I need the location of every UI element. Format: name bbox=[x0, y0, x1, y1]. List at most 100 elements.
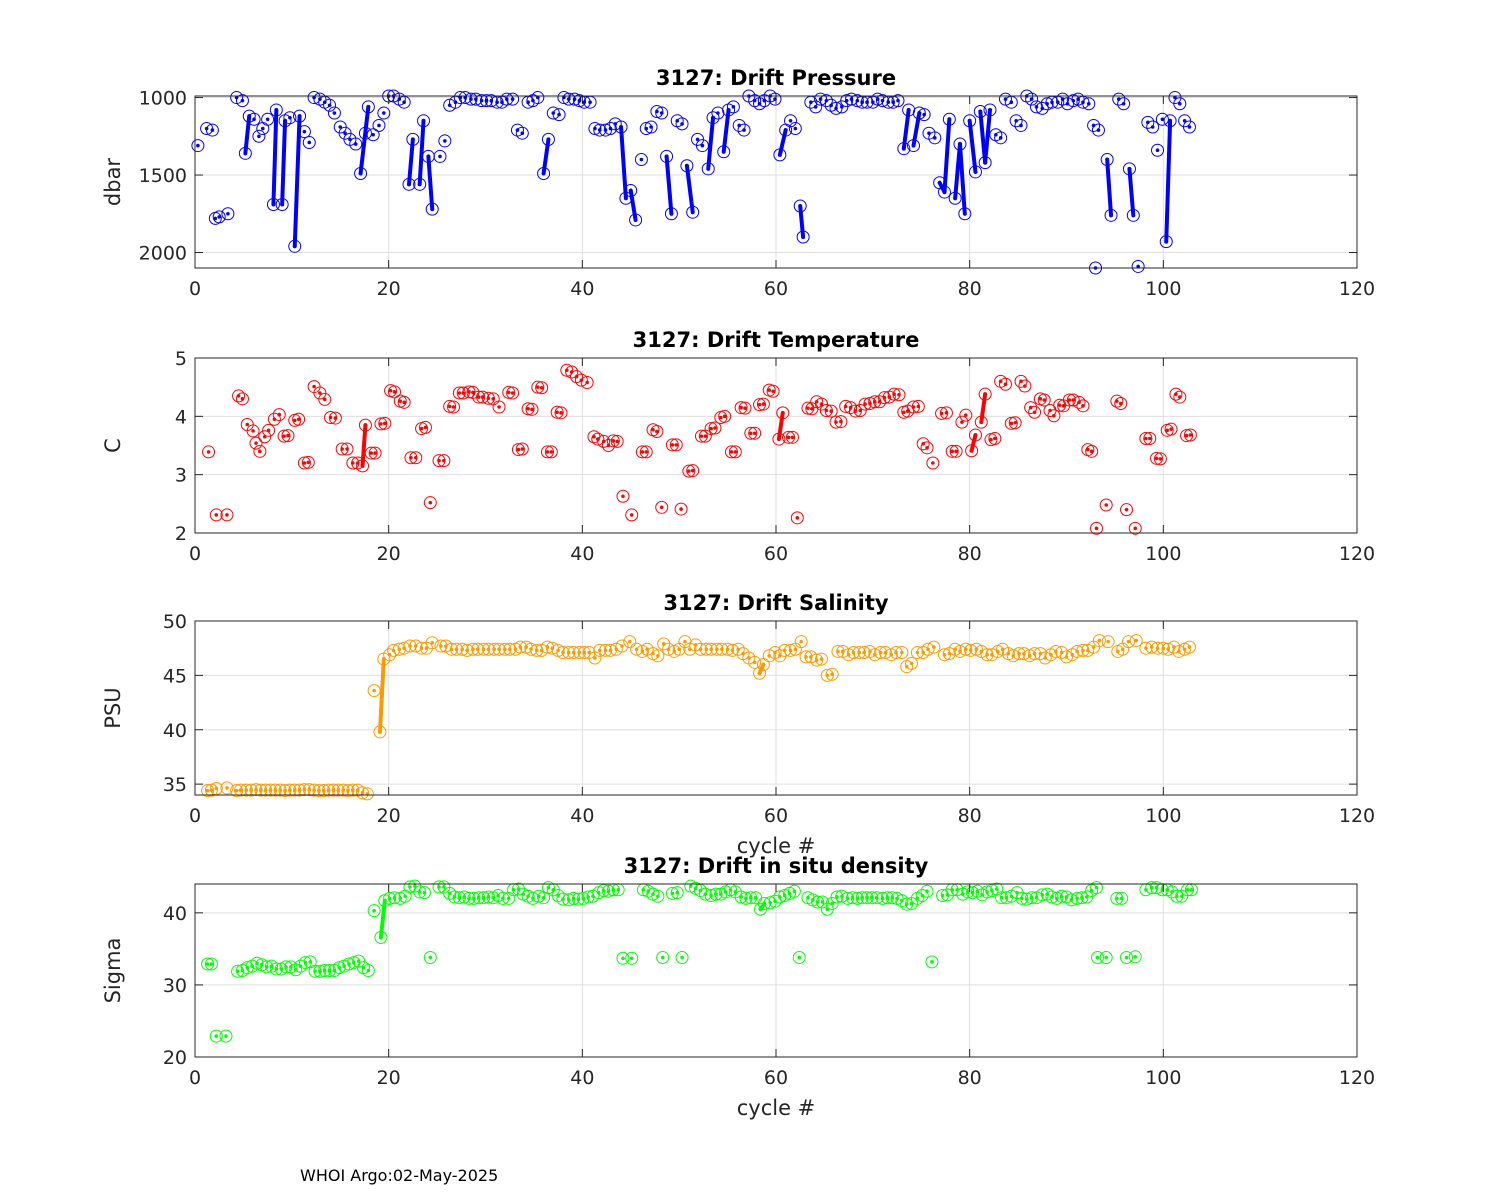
data-point-marker bbox=[267, 412, 281, 426]
data-point-center bbox=[210, 128, 215, 132]
data-point-marker bbox=[825, 896, 839, 910]
data-point-center bbox=[1165, 428, 1170, 433]
data-point-marker bbox=[1122, 162, 1136, 176]
data-point-marker bbox=[397, 395, 411, 409]
y-tick-label: 20 bbox=[163, 1047, 187, 1069]
data-point-marker bbox=[1085, 444, 1099, 458]
data-point-marker bbox=[288, 239, 302, 253]
data-point bbox=[737, 123, 751, 137]
data-point-center bbox=[1094, 885, 1099, 890]
data-point-center bbox=[282, 434, 286, 438]
data-point-marker bbox=[540, 445, 554, 459]
data-point-center bbox=[932, 645, 936, 649]
data-point-center bbox=[333, 416, 338, 420]
data-point bbox=[793, 199, 807, 213]
data-point-center bbox=[1126, 639, 1131, 644]
data-point-marker bbox=[1035, 101, 1049, 115]
data-point-center bbox=[989, 437, 993, 442]
data-point-marker bbox=[664, 207, 678, 221]
data-point-center bbox=[467, 390, 471, 394]
data-point-center bbox=[413, 455, 418, 460]
data-point-marker bbox=[978, 156, 992, 170]
data-point-center bbox=[739, 405, 743, 410]
data-point-center bbox=[424, 646, 429, 650]
data-point-marker bbox=[318, 392, 332, 406]
data-point-center bbox=[644, 450, 649, 454]
data-point-center bbox=[1124, 955, 1129, 960]
data-point bbox=[1139, 432, 1153, 445]
data-point-marker bbox=[232, 389, 246, 403]
data-point-marker bbox=[796, 230, 810, 244]
data-point-center bbox=[392, 390, 397, 394]
data-point-center bbox=[322, 397, 327, 402]
data-point-center bbox=[1003, 382, 1008, 387]
data-point bbox=[397, 395, 411, 409]
data-point bbox=[531, 91, 545, 105]
data-point-marker bbox=[342, 957, 356, 971]
data-point-marker bbox=[624, 184, 638, 198]
data-point-marker bbox=[557, 91, 571, 105]
data-point bbox=[202, 445, 216, 459]
data-point bbox=[447, 400, 461, 414]
data-point bbox=[1076, 399, 1090, 413]
data-point bbox=[615, 639, 629, 653]
data-point-marker bbox=[794, 635, 808, 649]
data-point bbox=[1104, 208, 1118, 222]
data-point-center bbox=[611, 439, 616, 443]
data-point bbox=[1131, 259, 1145, 273]
data-point-center bbox=[699, 434, 704, 438]
data-point-marker bbox=[1004, 416, 1018, 430]
data-point-center bbox=[257, 134, 261, 139]
data-point-marker bbox=[756, 397, 770, 411]
data-point-center bbox=[549, 450, 554, 454]
data-point bbox=[674, 502, 688, 516]
data-segment bbox=[417, 118, 426, 187]
data-point bbox=[824, 404, 838, 418]
data-point bbox=[1129, 634, 1143, 648]
data-point bbox=[541, 132, 555, 146]
data-point-center bbox=[1158, 457, 1163, 461]
data-point-marker bbox=[651, 889, 665, 903]
data-point-marker bbox=[920, 441, 934, 455]
data-point-marker bbox=[1028, 405, 1042, 419]
data-point-marker bbox=[738, 401, 752, 415]
data-point bbox=[948, 191, 962, 205]
data-point bbox=[623, 635, 637, 649]
data-point-center bbox=[786, 435, 791, 440]
data-point-marker bbox=[1076, 399, 1090, 413]
data-segment bbox=[619, 124, 628, 201]
data-point-marker bbox=[502, 385, 516, 399]
data-point-marker bbox=[763, 896, 777, 910]
data-point-marker bbox=[1151, 143, 1165, 157]
data-point bbox=[625, 508, 639, 522]
data-point-marker bbox=[656, 951, 670, 965]
data-point-marker bbox=[327, 106, 341, 120]
data-point-marker bbox=[413, 177, 427, 191]
x-tick-label: 120 bbox=[1339, 278, 1375, 300]
data-point bbox=[297, 125, 311, 139]
data-point-marker bbox=[772, 432, 786, 446]
data-point-center bbox=[258, 449, 262, 454]
data-point bbox=[686, 205, 700, 219]
data-point-marker bbox=[266, 197, 280, 211]
data-point bbox=[614, 120, 628, 134]
data-point bbox=[209, 508, 223, 522]
data-point-center bbox=[1038, 651, 1043, 656]
data-point-marker bbox=[1128, 950, 1142, 964]
data-point-marker bbox=[576, 891, 590, 905]
data-point bbox=[1101, 635, 1115, 649]
data-point-center bbox=[442, 458, 446, 463]
data-point-center bbox=[292, 244, 297, 249]
data-point-marker bbox=[1082, 97, 1096, 111]
data-point-marker bbox=[1115, 891, 1129, 905]
data-point-marker bbox=[980, 885, 994, 899]
data-point bbox=[656, 951, 670, 965]
data-point bbox=[787, 884, 801, 898]
x-tick-label: 60 bbox=[764, 805, 788, 827]
data-point-marker bbox=[686, 205, 700, 219]
data-point-marker bbox=[1091, 123, 1105, 137]
data-point bbox=[706, 111, 720, 125]
data-point bbox=[728, 445, 742, 459]
data-point bbox=[1163, 114, 1177, 128]
data-point-center bbox=[969, 448, 974, 453]
